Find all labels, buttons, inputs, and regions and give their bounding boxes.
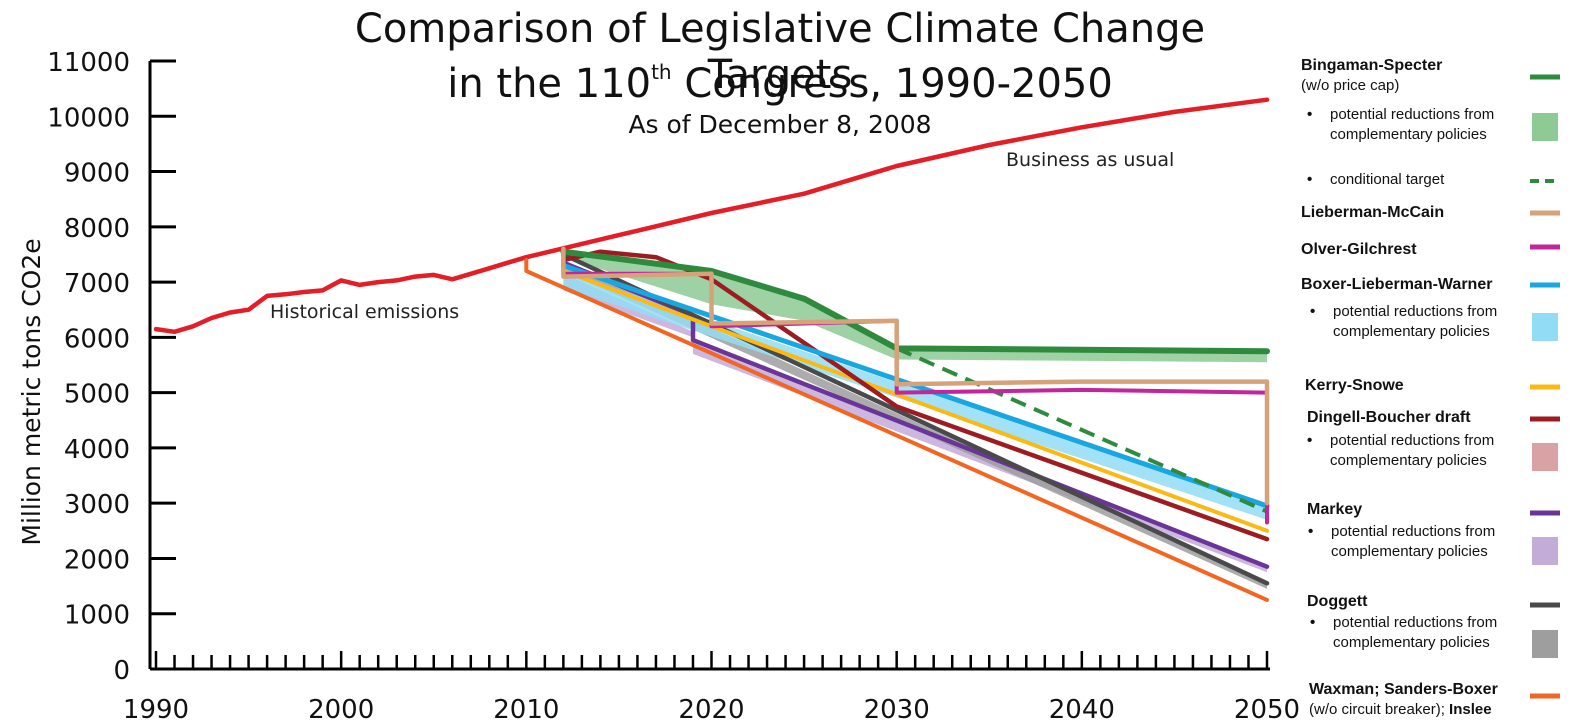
legend-bingaman-bullet: potential reductions from complementary … [1307,105,1505,145]
legend-bingaman: Bingaman-Specter [1301,57,1443,74]
y-tick-label: 8000 [64,214,130,244]
y-tick-label: 0 [113,656,130,686]
legend-swatch-dingell-band [1532,443,1558,471]
legend-waxman: Waxman; Sanders-Boxer [1309,681,1498,698]
tick-labels: 0 1000 2000 3000 4000 5000 6000 7000 8000 9000 100… [47,48,1300,724]
legend-boxer-bullet: potential reductions from complementary … [1310,302,1508,342]
legend-swatch-bingaman-band [1532,113,1558,141]
legend-markey: Markey [1307,501,1363,518]
legend-lieberman-mccain: Lieberman-McCain [1301,204,1445,221]
annotation-bau: Business as usual [1006,149,1174,171]
y-tick-label: 5000 [64,380,130,410]
x-tick-label: 2050 [1234,695,1300,724]
y-tick-label: 4000 [64,435,130,465]
legend-doggett: Doggett [1307,593,1368,610]
axes [148,59,1270,671]
legend-swatch-boxer-band [1532,313,1558,341]
series-bau [153,97,1270,335]
y-tick-label: 11000 [47,48,130,78]
y-tick-label: 7000 [64,269,130,299]
series-lines [153,97,1270,602]
series-lieberman-mccain [561,246,1270,506]
legend-bingaman-cond: conditional target [1307,170,1444,190]
legend-bingaman-sub: (w/o price cap) [1301,77,1400,94]
y-tick-label: 2000 [64,545,130,575]
chart-title-line1: Comparison of Legislative Climate Change… [354,6,1206,98]
x-tick-label: 1990 [123,695,189,724]
y-tick-label: 1000 [64,601,130,631]
series-bingaman-cond [895,346,1268,514]
legend-markey-bullet: potential reductions from complementary … [1308,522,1506,562]
legend-swatches [1530,74,1560,699]
chart-title-line2: in the 110th Congress, 1990-2050 [447,60,1113,107]
x-tick-label: 2040 [1049,695,1115,724]
y-tick-label: 3000 [64,490,130,520]
series-kerry [561,269,1269,533]
y-tick-label: 9000 [64,159,130,189]
legend-swatch-doggett-band [1532,630,1558,658]
y-axis-label: Million metric tons CO2e [17,238,46,545]
legend-waxman-sub: (w/o circuit breaker); Inslee [1309,701,1492,718]
chart-subtitle: As of December 8, 2008 [628,110,932,139]
x-tick-label: 2030 [864,695,930,724]
legend-olver: Olver-Gilchrest [1301,241,1417,258]
legend-doggett-bullet: potential reductions from complementary … [1310,613,1508,653]
legend-kerry: Kerry-Snowe [1305,377,1404,394]
series-bingaman [560,248,1270,355]
y-tick-label: 6000 [64,324,130,354]
x-tick-label: 2020 [678,695,744,724]
annotation-historical: Historical emissions [270,301,459,323]
x-tick-label: 2000 [308,695,374,724]
legend-dingell: Dingell-Boucher draft [1307,409,1471,426]
y-tick-label: 10000 [47,103,130,133]
legend-boxer: Boxer-Lieberman-Warner [1301,276,1493,293]
legend-dingell-bullet: potential reductions from complementary … [1307,431,1505,471]
legend-swatch-markey-band [1532,537,1558,565]
x-tick-label: 2010 [493,695,559,724]
boxer-band [563,271,1267,520]
series-waxman [524,258,1269,602]
markey-band [563,273,1267,573]
series-doggett [561,252,1270,586]
